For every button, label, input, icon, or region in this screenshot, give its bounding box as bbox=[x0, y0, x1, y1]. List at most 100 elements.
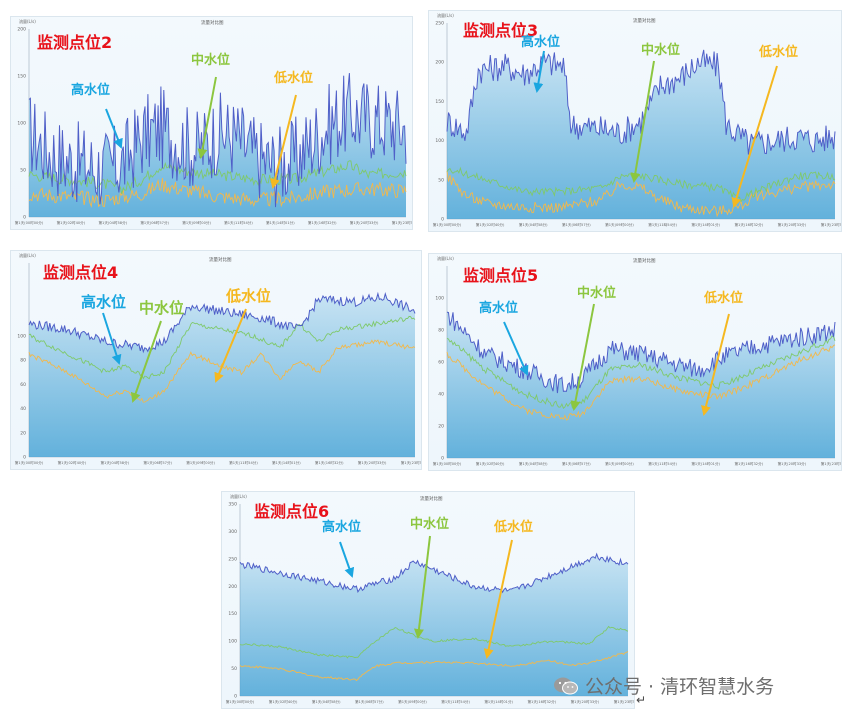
wechat-icon bbox=[554, 677, 578, 694]
x-tick-label: 第1天(06时57分) bbox=[562, 222, 591, 227]
x-tick-label: 第1天(14时01分) bbox=[272, 460, 301, 465]
x-tick-label: 第1天(06时57分) bbox=[143, 460, 172, 465]
x-tick-label: 第1天(04时58分) bbox=[312, 699, 341, 704]
y-tick-label: 200 bbox=[228, 584, 237, 590]
series-line-low bbox=[446, 170, 836, 218]
x-tick-label: 第1天(09时00分) bbox=[605, 461, 634, 466]
x-tick-label: 第1天(20时33分) bbox=[571, 699, 600, 704]
y-tick-label: 250 bbox=[228, 556, 237, 562]
x-tick-label: 第1天(20时33分) bbox=[778, 461, 807, 466]
series-line-mid bbox=[446, 335, 836, 410]
chart-title: 流量对比图 bbox=[633, 19, 656, 24]
x-tick-label: 第1天(20时33分) bbox=[778, 222, 807, 227]
area-fill bbox=[29, 73, 406, 217]
annotation-arrow-high bbox=[105, 108, 123, 149]
annotation-arrow-mid bbox=[570, 303, 595, 411]
chart-title: 流量对比图 bbox=[420, 497, 443, 502]
x-tick-label: 第1天(00时00分) bbox=[15, 220, 44, 225]
x-tick-label: 第1天(09时00分) bbox=[182, 220, 211, 225]
x-tick-label: 第1天(16时32分) bbox=[734, 461, 763, 466]
x-tick-label: 第1天(09时00分) bbox=[186, 460, 215, 465]
annotation-arrow-low bbox=[701, 313, 730, 416]
y-unit-label: 流量(L/s) bbox=[437, 256, 454, 261]
chart-svg-p3: 0 50 100 150 200 250 第1天(00时00分) 第1天(02时40分) 第1天… bbox=[433, 21, 842, 228]
annotation-low: 低水位 bbox=[759, 45, 799, 60]
chart-title: 流量对比图 bbox=[201, 21, 224, 26]
chart-panel-p4: 0 20 40 60 80 100 第1天(00时00分) 第1天(02时40分) 第1天(04… bbox=[10, 250, 422, 470]
annotation-arrow-high bbox=[102, 312, 122, 365]
y-tick-label: 250 bbox=[435, 21, 444, 27]
y-tick-label: 100 bbox=[228, 639, 237, 645]
x-tick-label: 第1天(23时59分) bbox=[821, 461, 842, 466]
chart-title: 流量对比图 bbox=[209, 258, 232, 263]
y-unit-label: 流量(L/s) bbox=[19, 253, 36, 258]
annotation-low: 低水位 bbox=[704, 291, 744, 306]
annotation-high: 高水位 bbox=[81, 293, 127, 311]
x-tick-label: 第1天(11时54分) bbox=[229, 460, 258, 465]
y-tick-label: 40 bbox=[438, 392, 444, 398]
y-tick-label: 80 bbox=[20, 358, 26, 364]
series-line-mid bbox=[28, 315, 416, 380]
chart-svg-p6: 0 50 100 150 200 250 300 350 第1天(00时00分) 第1天(02时4… bbox=[226, 502, 635, 705]
annotation-low: 低水位 bbox=[226, 287, 272, 305]
annotation-arrow-low bbox=[270, 94, 297, 189]
area-fill bbox=[240, 554, 628, 696]
annotation-high: 高水位 bbox=[322, 520, 362, 535]
chart-panel-p2: 0 50 100 150 200 第1天(00时00分) 第1天(02时40分) 第1天(04… bbox=[10, 16, 413, 230]
y-tick-label: 50 bbox=[438, 177, 444, 183]
x-tick-label: 第1天(20时33分) bbox=[358, 460, 387, 465]
y-tick-label: 100 bbox=[435, 296, 444, 302]
y-tick-label: 0 bbox=[441, 456, 444, 462]
y-tick-label: 150 bbox=[435, 99, 444, 105]
x-tick-label: 第1天(00时00分) bbox=[226, 699, 255, 704]
annotation-mid: 中水位 bbox=[410, 517, 450, 532]
x-tick-label: 第1天(16时32分) bbox=[734, 222, 763, 227]
x-tick-label: 第1天(23时59分) bbox=[821, 222, 842, 227]
watermark: 公众号 · 清环智慧水务 bbox=[553, 672, 774, 699]
annotation-high: 高水位 bbox=[521, 35, 561, 50]
panel-title: 监测点位4 bbox=[43, 263, 119, 282]
y-tick-label: 200 bbox=[435, 60, 444, 66]
panel-title: 监测点位5 bbox=[463, 266, 539, 285]
y-tick-label: 0 bbox=[23, 215, 26, 221]
annotation-high: 高水位 bbox=[479, 301, 519, 316]
x-tick-label: 第1天(16时32分) bbox=[308, 220, 337, 225]
y-tick-label: 100 bbox=[17, 333, 26, 339]
annotation-arrow-low bbox=[483, 539, 513, 659]
x-tick-label: 第1天(11时54分) bbox=[224, 220, 253, 225]
x-tick-label: 第1天(02时40分) bbox=[269, 699, 298, 704]
x-tick-label: 第1天(23时59分) bbox=[392, 220, 413, 225]
y-unit-label: 流量(L/s) bbox=[437, 13, 454, 18]
chart-panel-p3: 0 50 100 150 200 250 第1天(00时00分) 第1天(02时40分) 第1天… bbox=[428, 10, 842, 232]
annotation-arrow-low bbox=[214, 308, 247, 383]
watermark-text: 公众号 · 清环智慧水务 bbox=[585, 676, 775, 698]
annotation-arrow-high bbox=[503, 321, 529, 376]
y-tick-label: 40 bbox=[20, 406, 26, 412]
annotation-mid: 中水位 bbox=[577, 286, 617, 301]
chart-svg-p2: 0 50 100 150 200 第1天(00时00分) 第1天(02时40分) 第1天(04… bbox=[15, 27, 413, 226]
x-tick-label: 第1天(02时40分) bbox=[58, 460, 87, 465]
annotation-mid: 中水位 bbox=[191, 53, 231, 68]
y-tick-label: 60 bbox=[438, 360, 444, 366]
y-tick-label: 0 bbox=[23, 455, 26, 461]
y-tick-label: 150 bbox=[17, 74, 26, 80]
x-tick-label: 第1天(06时57分) bbox=[140, 220, 169, 225]
panel-title: 监测点位2 bbox=[37, 33, 113, 52]
y-tick-label: 0 bbox=[234, 694, 237, 700]
annotation-arrow-mid bbox=[197, 76, 217, 159]
y-tick-label: 50 bbox=[20, 168, 26, 174]
series-line-low bbox=[239, 651, 629, 682]
annotation-mid: 中水位 bbox=[641, 43, 681, 58]
panel-title: 监测点位3 bbox=[463, 21, 539, 40]
y-tick-label: 100 bbox=[435, 138, 444, 144]
y-tick-label: 100 bbox=[17, 121, 26, 127]
y-tick-label: 20 bbox=[438, 424, 444, 430]
y-tick-label: 200 bbox=[17, 27, 26, 33]
y-tick-label: 350 bbox=[228, 502, 237, 508]
x-tick-label: 第1天(23时59分) bbox=[614, 699, 635, 704]
series-line-low bbox=[28, 178, 407, 208]
x-tick-label: 第1天(04时58分) bbox=[519, 461, 548, 466]
area-fill bbox=[29, 293, 415, 457]
annotation-arrow-high bbox=[339, 541, 355, 578]
x-tick-label: 第1天(00时00分) bbox=[433, 461, 462, 466]
